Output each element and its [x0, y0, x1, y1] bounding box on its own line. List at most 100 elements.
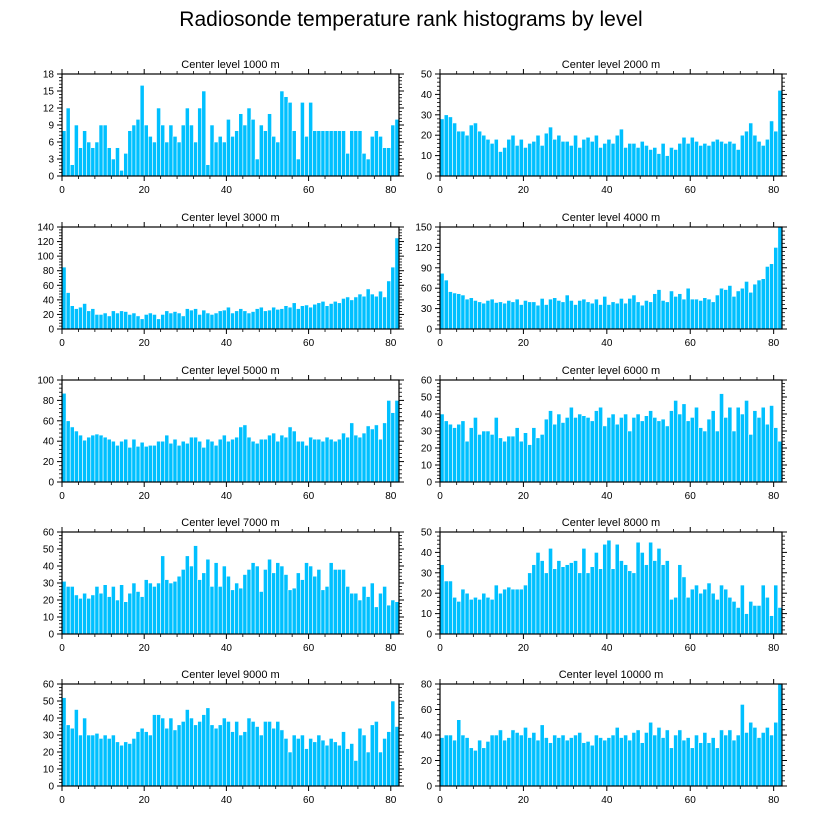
- bar: [201, 90, 207, 177]
- y-tick-label: 20: [43, 748, 55, 759]
- bar: [456, 601, 462, 635]
- y-tick-label: 0: [426, 172, 432, 183]
- bar: [205, 312, 211, 330]
- bar: [324, 436, 330, 483]
- bar: [656, 727, 662, 787]
- bar: [90, 434, 96, 483]
- bar: [623, 302, 628, 330]
- bar: [258, 306, 264, 330]
- x-tick-label: 60: [685, 643, 697, 654]
- x-tick-label: 60: [685, 795, 697, 806]
- bar: [673, 400, 679, 483]
- bar: [777, 226, 783, 330]
- bar: [452, 292, 457, 330]
- bar: [710, 737, 716, 787]
- bar: [552, 568, 558, 635]
- bar: [594, 134, 599, 177]
- bar: [677, 293, 683, 330]
- bar: [510, 301, 516, 330]
- bar: [78, 597, 83, 635]
- bar: [631, 732, 637, 787]
- bar: [254, 442, 260, 483]
- bar: [448, 116, 453, 177]
- bar: [769, 734, 774, 787]
- bar: [694, 298, 699, 330]
- bar: [669, 147, 674, 177]
- bar: [74, 124, 79, 177]
- bar: [234, 130, 240, 177]
- bar: [556, 737, 562, 787]
- y-tick-label: 20: [421, 131, 433, 142]
- bar: [765, 423, 770, 483]
- x-tick-label: 20: [139, 795, 151, 806]
- bar: [238, 113, 244, 177]
- bar: [656, 420, 662, 483]
- bar: [556, 300, 562, 330]
- bar: [598, 568, 603, 635]
- bar: [349, 299, 355, 330]
- bar: [287, 102, 293, 177]
- bar: [694, 584, 699, 635]
- bar: [773, 247, 779, 330]
- bar: [61, 130, 67, 177]
- bar: [221, 434, 227, 483]
- bar: [664, 425, 670, 483]
- x-tick-label: 0: [59, 185, 65, 196]
- bar: [498, 437, 503, 483]
- bar: [510, 134, 516, 177]
- bar: [378, 751, 383, 787]
- bar: [539, 724, 545, 787]
- y-tick-label: 120: [37, 237, 54, 248]
- x-tick-label: 60: [303, 185, 315, 196]
- bar: [328, 738, 334, 787]
- panel-title: Center level 5000 m: [181, 365, 279, 377]
- bar: [677, 729, 683, 787]
- bar: [510, 588, 516, 635]
- bar: [160, 555, 166, 635]
- bar: [320, 739, 326, 787]
- bar: [217, 586, 223, 635]
- bar: [263, 130, 268, 177]
- x-tick-label: 0: [59, 491, 65, 502]
- bar: [760, 732, 766, 787]
- bar: [485, 741, 491, 787]
- bar-series: [439, 539, 783, 635]
- bar: [748, 291, 754, 330]
- bar: [518, 138, 524, 177]
- bar: [279, 90, 285, 177]
- bar: [606, 304, 612, 330]
- bar: [213, 562, 219, 635]
- bar: [685, 420, 691, 483]
- bar: [448, 580, 453, 635]
- bar: [176, 724, 182, 787]
- bar: [573, 734, 578, 787]
- x-tick-label: 20: [139, 185, 151, 196]
- x-tick-label: 0: [437, 643, 443, 654]
- bar: [65, 292, 71, 330]
- bar: [714, 599, 720, 635]
- bar: [201, 447, 207, 483]
- bar: [748, 434, 754, 483]
- bar: [765, 266, 770, 330]
- plot-frame: [439, 226, 783, 330]
- bar: [230, 312, 235, 330]
- bar: [242, 424, 248, 483]
- bar: [468, 599, 474, 635]
- y-tick-label: 40: [43, 714, 55, 725]
- bar: [752, 605, 758, 635]
- bar: [598, 406, 603, 483]
- bar: [308, 738, 313, 787]
- bar: [548, 126, 553, 177]
- bar: [102, 734, 108, 787]
- x-tick-label: 40: [221, 643, 233, 654]
- bar: [230, 136, 235, 177]
- y-tick-label: 50: [43, 545, 55, 556]
- bar: [357, 599, 363, 635]
- bar: [756, 141, 762, 177]
- bar: [386, 604, 392, 635]
- bar: [639, 304, 645, 330]
- bar: [295, 440, 301, 483]
- bar: [271, 136, 277, 177]
- x-tick-label: 80: [385, 185, 397, 196]
- bar: [527, 143, 533, 177]
